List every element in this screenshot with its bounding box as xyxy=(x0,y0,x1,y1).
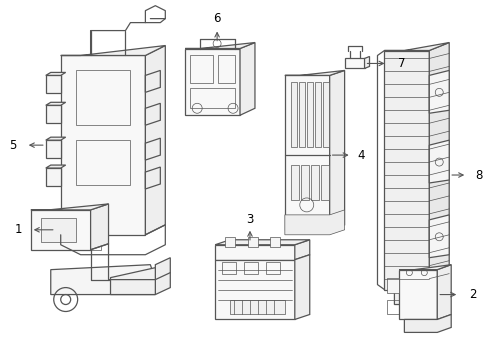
Polygon shape xyxy=(46,75,61,93)
Bar xyxy=(71,240,100,250)
Polygon shape xyxy=(295,255,310,319)
Bar xyxy=(266,262,280,274)
Polygon shape xyxy=(111,268,155,294)
Bar xyxy=(388,300,399,315)
Polygon shape xyxy=(285,210,344,235)
Polygon shape xyxy=(31,210,91,250)
Text: 4: 4 xyxy=(358,149,366,162)
Polygon shape xyxy=(285,75,330,230)
Polygon shape xyxy=(437,265,451,319)
Polygon shape xyxy=(46,168,61,186)
Polygon shape xyxy=(155,258,171,294)
Polygon shape xyxy=(429,42,449,289)
Polygon shape xyxy=(385,42,449,50)
Polygon shape xyxy=(215,240,310,245)
Bar xyxy=(230,300,285,315)
Bar xyxy=(291,165,299,200)
Bar xyxy=(301,165,309,200)
Polygon shape xyxy=(399,270,437,319)
Polygon shape xyxy=(146,138,160,160)
Bar xyxy=(190,55,213,84)
Polygon shape xyxy=(344,58,365,68)
Bar xyxy=(291,82,297,147)
Polygon shape xyxy=(51,265,155,294)
Text: 2: 2 xyxy=(469,288,477,301)
Bar xyxy=(321,165,329,200)
Polygon shape xyxy=(91,204,108,250)
Polygon shape xyxy=(394,280,449,305)
Polygon shape xyxy=(385,50,429,289)
Bar xyxy=(315,82,321,147)
Bar xyxy=(311,165,319,200)
Polygon shape xyxy=(61,45,165,55)
Polygon shape xyxy=(404,315,451,332)
Bar xyxy=(248,237,258,247)
Bar xyxy=(218,55,235,84)
Bar xyxy=(75,140,130,185)
Bar xyxy=(41,218,75,242)
Bar xyxy=(307,82,313,147)
Bar xyxy=(244,262,258,274)
Polygon shape xyxy=(61,55,146,235)
Bar xyxy=(323,82,329,147)
Text: 8: 8 xyxy=(475,168,483,181)
Text: 1: 1 xyxy=(15,223,23,236)
Text: 5: 5 xyxy=(9,139,17,152)
Polygon shape xyxy=(46,102,66,105)
Bar xyxy=(299,82,305,147)
Bar xyxy=(270,237,280,247)
Polygon shape xyxy=(46,165,66,168)
Bar xyxy=(75,71,130,125)
Polygon shape xyxy=(185,42,255,49)
Text: 6: 6 xyxy=(213,12,221,25)
Bar xyxy=(225,237,235,247)
Polygon shape xyxy=(146,71,160,92)
Polygon shape xyxy=(429,71,449,113)
Bar xyxy=(399,294,415,302)
Polygon shape xyxy=(185,49,240,115)
Polygon shape xyxy=(46,72,66,75)
Bar xyxy=(388,278,399,293)
Polygon shape xyxy=(46,137,66,140)
Polygon shape xyxy=(46,105,61,123)
Polygon shape xyxy=(365,57,369,68)
Polygon shape xyxy=(46,140,61,158)
Bar xyxy=(190,88,235,108)
Polygon shape xyxy=(146,45,165,235)
Polygon shape xyxy=(295,240,310,260)
Polygon shape xyxy=(146,103,160,125)
Polygon shape xyxy=(146,167,160,189)
Polygon shape xyxy=(215,260,295,319)
Polygon shape xyxy=(285,71,344,75)
Polygon shape xyxy=(429,140,449,183)
Polygon shape xyxy=(399,265,451,270)
Polygon shape xyxy=(31,204,108,210)
Polygon shape xyxy=(330,71,344,230)
Bar xyxy=(222,262,236,274)
Text: 3: 3 xyxy=(246,213,254,226)
Text: 7: 7 xyxy=(398,57,405,70)
Polygon shape xyxy=(429,215,449,258)
Polygon shape xyxy=(215,245,295,260)
Polygon shape xyxy=(240,42,255,115)
